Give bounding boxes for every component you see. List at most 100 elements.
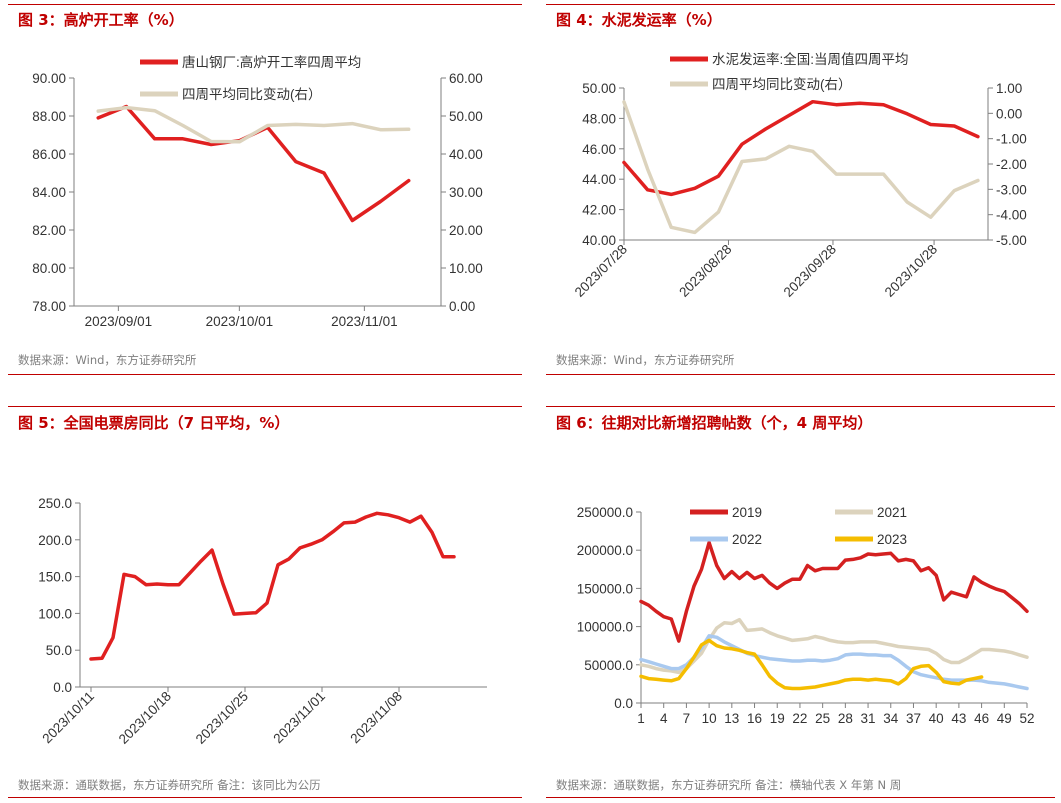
- series-line-4: [639, 638, 984, 691]
- y-tick-label: 90.00: [32, 71, 66, 86]
- x-tick-label: 2023/10/01: [206, 314, 274, 329]
- chart-source: 数据来源：Wind，东方证券研究所: [556, 353, 735, 367]
- x-tick-label: 2023/11/01: [270, 689, 328, 747]
- panel-bottom-rule: [546, 797, 1055, 798]
- y-tick-label: 250000.0: [577, 505, 633, 520]
- y-tick-label: 100.0: [38, 606, 72, 621]
- x-tick-label: 16: [747, 711, 762, 726]
- legend-label: 2019: [732, 505, 762, 520]
- panel-bottom-rule: [8, 797, 522, 798]
- y-tick-label: 88.00: [32, 109, 66, 124]
- x-tick-label: 1: [637, 711, 645, 726]
- y-tick-label: 42.00: [582, 203, 616, 218]
- cement-shipment-chart: 40.00 42.00 44.00 46.00 48.00 50.00 -5.00 -4.00…: [572, 51, 1027, 300]
- y-tick-label: 50000.0: [584, 658, 633, 673]
- y-tick-label: 250.0: [38, 496, 72, 511]
- box-office-chart: 0.0 50.0 100.0 150.0 200.0 250.0 2023/10/11 202…: [38, 496, 487, 747]
- y2-tick-label: 20.00: [449, 223, 483, 238]
- panel-bottom-rule: [8, 374, 522, 375]
- x-tick-label: 28: [838, 711, 853, 726]
- x-tick-label: 22: [792, 711, 807, 726]
- legend-label: 2023: [877, 532, 907, 547]
- panel-box-office: 图 5：全国电票房同比（7 日平均，%） 0.0 50.0 100.0 150.0 20…: [0, 400, 530, 803]
- x-tick-label: 2023/10/11: [39, 689, 97, 747]
- x-tick-label: 2023/10/18: [116, 689, 174, 747]
- x-tick-label: 46: [974, 711, 989, 726]
- y2-tick-label: -3.00: [996, 182, 1027, 197]
- y-tick-label: 100000.0: [577, 620, 633, 635]
- x-tick-label: 2023/08/28: [676, 242, 734, 300]
- chart-title: 图 6：往期对比新增招聘帖数（个，4 周平均）: [556, 414, 873, 432]
- x-tick-label: 2023/11/01: [331, 314, 398, 329]
- chart-title: 图 4：水泥发运率（%）: [556, 11, 722, 29]
- series-line-2: [96, 105, 411, 144]
- panel-job-postings: 图 6：往期对比新增招聘帖数（个，4 周平均） 0.0 50000.0 100000…: [530, 400, 1061, 803]
- y2-tick-label: -4.00: [996, 208, 1027, 223]
- y2-tick-label: -2.00: [996, 157, 1027, 172]
- x-tick-label: 34: [883, 711, 899, 726]
- y-tick-label: 200000.0: [577, 543, 633, 558]
- y-tick-label: 44.00: [582, 172, 616, 187]
- y-tick-label: 50.0: [46, 643, 72, 658]
- panel-top-rule: [546, 4, 1055, 5]
- panel-top-rule: [546, 406, 1055, 407]
- x-tick-label: 2023/07/28: [572, 242, 630, 300]
- x-tick-label: 2023/11/08: [347, 689, 405, 747]
- legend-label: 2021: [877, 505, 907, 520]
- y-tick-label: 78.00: [32, 299, 66, 314]
- y-tick-label: 150000.0: [577, 581, 633, 596]
- series-line-1: [89, 511, 456, 661]
- y-tick-label: 50.00: [582, 81, 616, 96]
- x-tick-label: 25: [815, 711, 830, 726]
- series-line-2: [622, 100, 980, 235]
- x-tick-label: 43: [951, 711, 966, 726]
- y2-tick-label: 1.00: [996, 81, 1022, 96]
- x-tick-label: 2023/10/28: [882, 242, 940, 300]
- legend-label: 2022: [732, 532, 762, 547]
- x-tick-label: 13: [724, 711, 739, 726]
- x-tick-label: 52: [1019, 711, 1034, 726]
- chart-source: 数据来源：通联数据，东方证券研究所 备注：该同比为公历: [18, 778, 321, 792]
- chart-title: 图 3：高炉开工率（%）: [18, 11, 184, 29]
- panel-cement-shipment: 图 4：水泥发运率（%） 40.00 42.00 44.00 46.00 48.00 50…: [530, 0, 1061, 380]
- legend-label: 水泥发运率:全国:当周值四周平均: [712, 51, 909, 67]
- y2-tick-label: 40.00: [449, 147, 483, 162]
- panel-top-rule: [8, 406, 522, 407]
- chart-source: 数据来源：Wind，东方证券研究所: [18, 353, 197, 367]
- series-line-1: [96, 104, 411, 223]
- y-tick-label: 46.00: [582, 142, 616, 157]
- y-tick-label: 82.00: [32, 223, 66, 238]
- x-tick-label: 19: [770, 711, 785, 726]
- y-tick-label: 0.0: [53, 680, 72, 695]
- series-line-2: [639, 617, 1029, 675]
- legend-label: 四周平均同比变动(右）: [182, 87, 322, 102]
- chart-title: 图 5：全国电票房同比（7 日平均，%）: [18, 414, 290, 432]
- y2-tick-label: -1.00: [996, 132, 1027, 147]
- legend-label: 四周平均同比变动(右）: [712, 77, 852, 92]
- series-line-1: [622, 99, 980, 197]
- x-tick-label: 40: [929, 711, 944, 726]
- y-tick-label: 150.0: [38, 570, 72, 585]
- y-tick-label: 40.00: [582, 233, 616, 248]
- y2-tick-label: 0.00: [996, 106, 1022, 121]
- blast-furnace-chart: 78.00 80.00 82.00 84.00 86.00 88.00 90.00 0.00 1…: [32, 54, 483, 329]
- y2-tick-label: 60.00: [449, 71, 483, 86]
- y-tick-label: 48.00: [582, 111, 616, 126]
- panel-top-rule: [8, 4, 522, 5]
- job-postings-chart: 0.0 50000.0 100000.0 150000.0 200000.0 250000…: [577, 505, 1035, 726]
- y2-tick-label: 10.00: [449, 261, 483, 276]
- x-tick-label: 49: [997, 711, 1012, 726]
- x-tick-label: 7: [683, 711, 691, 726]
- y2-tick-label: -5.00: [996, 233, 1027, 248]
- y2-tick-label: 30.00: [449, 185, 483, 200]
- x-tick-label: 2023/09/01: [85, 314, 153, 329]
- y-tick-label: 80.00: [32, 261, 66, 276]
- y2-tick-label: 0.00: [449, 299, 475, 314]
- chart-source: 数据来源：通联数据，东方证券研究所 备注：横轴代表 X 年第 N 周: [556, 778, 902, 792]
- y-tick-label: 0.0: [614, 696, 633, 711]
- x-tick-label: 37: [906, 711, 921, 726]
- y-tick-label: 200.0: [38, 533, 72, 548]
- x-tick-label: 2023/10/25: [193, 689, 251, 747]
- x-tick-label: 31: [861, 711, 876, 726]
- x-tick-label: 4: [660, 711, 668, 726]
